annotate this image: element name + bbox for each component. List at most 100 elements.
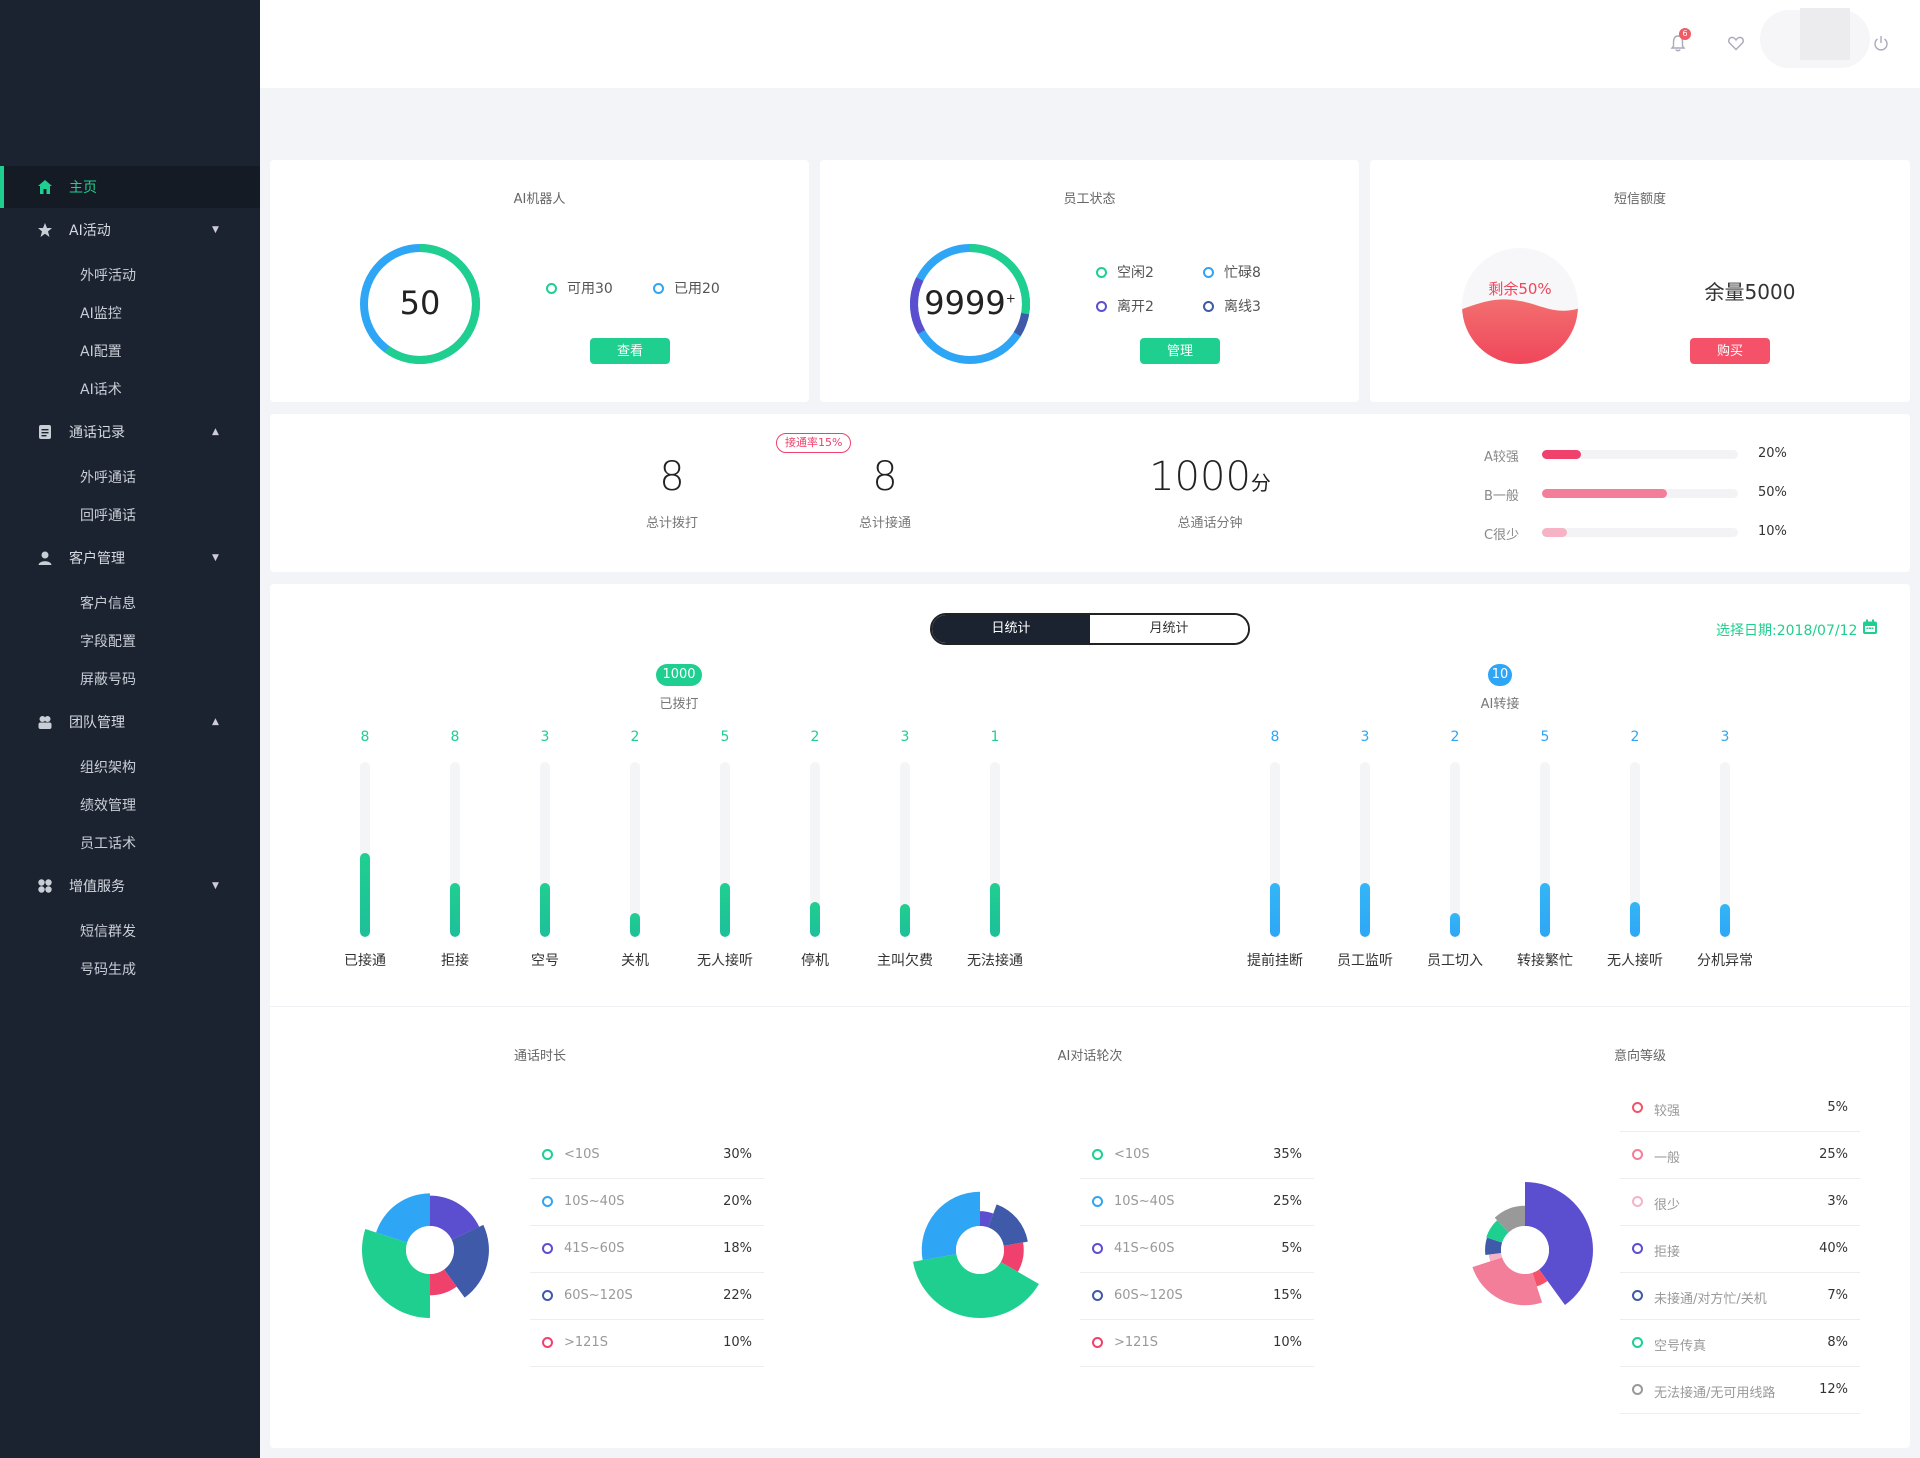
sidebar-group-label: 通话记录: [69, 425, 125, 441]
legend-row: 10S~40S 20%: [530, 1180, 764, 1226]
pie-slice: [1532, 1269, 1548, 1287]
sidebar-group-call-records[interactable]: 通话记录 ▲: [36, 420, 219, 444]
dot-icon: [1632, 1384, 1643, 1395]
sidebar-item-ai-config[interactable]: AI配置: [80, 344, 122, 360]
dot-icon: [1203, 301, 1214, 312]
sidebar-group-label: 客户管理: [69, 551, 125, 567]
sidebar-item-blocked-numbers[interactable]: 屏蔽号码: [80, 672, 136, 688]
legend-value: 35%: [1273, 1147, 1302, 1162]
bar: [1720, 903, 1730, 937]
robot-total: 50: [399, 284, 441, 322]
calendar-icon[interactable]: [1862, 619, 1878, 639]
legend-label: 60S~120S: [564, 1288, 633, 1303]
notification-bell-icon[interactable]: 6: [1667, 28, 1691, 54]
bar-value: 5: [720, 729, 730, 745]
bar-label: 拒接: [441, 953, 469, 969]
bar-label: 分机异常: [1697, 953, 1753, 969]
star-icon: [36, 221, 54, 239]
pie-slice: [1488, 1253, 1503, 1262]
legend-value: 18%: [723, 1241, 752, 1256]
sidebar-group-customers[interactable]: 客户管理 ▼: [36, 546, 219, 570]
sidebar-group-team[interactable]: 团队管理 ▲: [36, 710, 219, 734]
sidebar-group-ai-activity[interactable]: AI活动 ▼: [36, 218, 219, 242]
pie-slice: [1494, 1205, 1525, 1233]
sidebar-item-performance[interactable]: 绩效管理: [80, 798, 136, 814]
legend-available: 可用30: [546, 278, 613, 298]
bar-value: 8: [1270, 729, 1280, 745]
intent-level-title: 意向等级: [1613, 1049, 1666, 1064]
avatar[interactable]: [1800, 8, 1850, 60]
bar: [810, 902, 820, 937]
sidebar: 主页 AI活动 ▼ 外呼活动 AI监控 AI配置 AI话术 通话记录 ▲ 外呼通…: [0, 0, 260, 1458]
total-minutes-label: 总通话分钟: [1177, 516, 1243, 531]
bar-value: 5: [1540, 729, 1550, 745]
manage-button[interactable]: 管理: [1140, 338, 1220, 364]
bar-label: 转接繁忙: [1517, 953, 1573, 969]
level-a-value: 20%: [1758, 446, 1787, 461]
bar-track: [1360, 762, 1370, 937]
view-button[interactable]: 查看: [590, 338, 670, 364]
bar-label: 无人接听: [697, 953, 753, 969]
sidebar-item-customer-info[interactable]: 客户信息: [80, 596, 136, 612]
pie-slice: [1000, 1242, 1024, 1272]
bar-value: 8: [450, 729, 460, 745]
heart-icon[interactable]: [1725, 32, 1747, 54]
sidebar-item-callback-calls[interactable]: 回呼通话: [80, 508, 136, 524]
pie-slice: [1525, 1182, 1593, 1306]
legend-row: 60S~120S 22%: [530, 1274, 764, 1320]
sidebar-item-outbound-calls[interactable]: 外呼通话: [80, 470, 136, 486]
pie-slice: [430, 1195, 480, 1240]
legend-label: 已用20: [674, 281, 720, 297]
legend-label: <10S: [564, 1147, 600, 1162]
power-icon[interactable]: [1870, 32, 1892, 54]
legend-value: 10%: [723, 1335, 752, 1350]
sms-remaining-label: 剩余50%: [1488, 280, 1552, 298]
dot-icon: [1092, 1149, 1103, 1160]
bar-track: [450, 762, 460, 937]
sidebar-group-label: 增值服务: [69, 879, 125, 895]
dot-icon: [1092, 1337, 1103, 1348]
intent-level-pie: [1472, 1182, 1593, 1306]
bar: [360, 853, 370, 937]
sidebar-item-ai-monitor[interactable]: AI监控: [80, 306, 122, 322]
tab-monthly[interactable]: 月统计: [1090, 615, 1248, 643]
pie-hole: [406, 1226, 454, 1274]
bar-track: [540, 762, 550, 937]
sidebar-item-number-generator[interactable]: 号码生成: [80, 962, 136, 978]
sidebar-item-sms-broadcast[interactable]: 短信群发: [80, 924, 136, 940]
caret-down-icon: ▼: [212, 225, 219, 235]
legend-row: >121S 10%: [530, 1321, 764, 1367]
staff-total-value: 9999: [924, 284, 1006, 322]
legend-row: 无法接通/无可用线路 12%: [1620, 1368, 1860, 1414]
legend-value: 10%: [1273, 1335, 1302, 1350]
legend-row: 较强 5%: [1620, 1086, 1860, 1132]
legend-value: 5%: [1827, 1100, 1848, 1115]
dot-icon: [542, 1290, 553, 1301]
sms-balance: 余量5000: [1704, 280, 1796, 304]
sidebar-item-outbound-activity[interactable]: 外呼活动: [80, 268, 136, 284]
bar-label: 主叫欠费: [877, 953, 933, 969]
sidebar-item-staff-script[interactable]: 员工话术: [80, 836, 136, 852]
sidebar-item-home[interactable]: 主页: [36, 175, 97, 199]
sidebar-item-ai-script[interactable]: AI话术: [80, 382, 122, 398]
pie-hole: [956, 1226, 1004, 1274]
legend-label: 离线3: [1224, 299, 1261, 315]
dot-icon: [542, 1337, 553, 1348]
buy-button[interactable]: 购买: [1690, 338, 1770, 364]
home-icon: [36, 178, 54, 196]
caret-up-icon: ▲: [212, 717, 219, 727]
sidebar-group-value-added[interactable]: 增值服务 ▼: [36, 874, 219, 898]
legend-row: 41S~60S 5%: [1080, 1227, 1314, 1273]
bar-label: 已接通: [344, 953, 386, 969]
stat-period-toggle[interactable]: 日统计 月统计: [930, 613, 1250, 645]
dot-icon: [653, 283, 664, 294]
date-picker-label[interactable]: 选择日期:2018/07/12: [1716, 623, 1858, 639]
legend-row: 10S~40S 25%: [1080, 1180, 1314, 1226]
sidebar-item-field-config[interactable]: 字段配置: [80, 634, 136, 650]
legend-label: 一般: [1654, 1151, 1681, 1166]
legend-row: 空号传真 8%: [1620, 1321, 1860, 1367]
bar: [1360, 882, 1370, 937]
staff-total-sup: +: [1005, 291, 1016, 306]
tab-daily[interactable]: 日统计: [932, 615, 1090, 643]
sidebar-item-org-structure[interactable]: 组织架构: [80, 760, 136, 776]
